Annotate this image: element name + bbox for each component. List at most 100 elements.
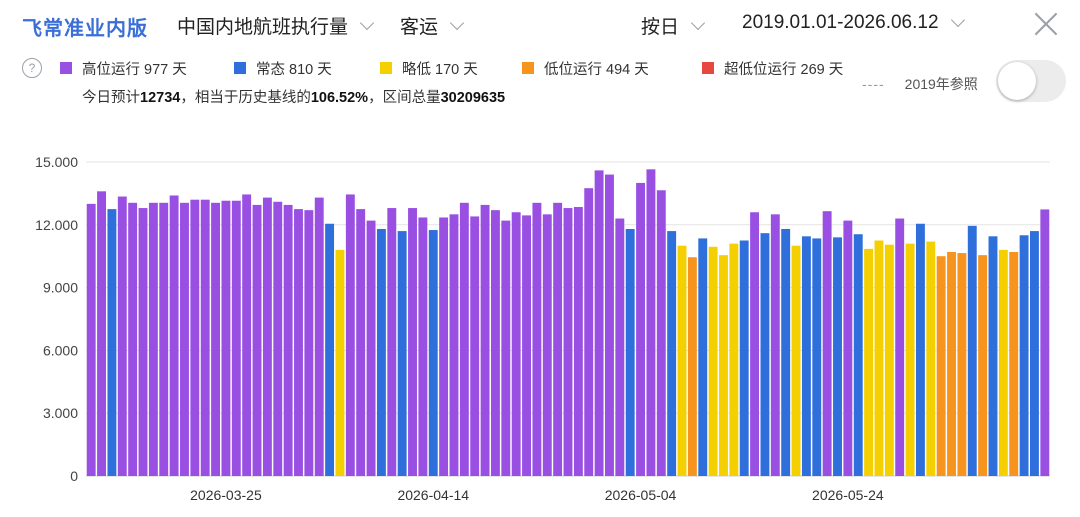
bar[interactable]: [636, 182, 646, 476]
reference-toggle[interactable]: [996, 60, 1066, 102]
bar[interactable]: [615, 218, 625, 476]
bar[interactable]: [864, 248, 874, 476]
bar[interactable]: [947, 252, 956, 476]
bar[interactable]: [915, 223, 925, 476]
legend-item-low[interactable]: 低位运行 494 天: [522, 58, 649, 78]
bar[interactable]: [294, 209, 303, 476]
bar[interactable]: [1019, 235, 1029, 476]
date-range-dropdown[interactable]: 2019.01.01-2026.06.12: [742, 12, 965, 34]
bar[interactable]: [884, 244, 894, 476]
bar[interactable]: [335, 249, 345, 476]
bar[interactable]: [988, 236, 998, 476]
legend-item-slight-low[interactable]: 略低 170 天: [380, 58, 478, 78]
bar[interactable]: [128, 202, 138, 476]
bar[interactable]: [86, 203, 96, 476]
bar[interactable]: [677, 245, 687, 476]
bar[interactable]: [190, 199, 200, 476]
bar[interactable]: [843, 220, 853, 476]
bar[interactable]: [822, 211, 832, 476]
bar[interactable]: [625, 228, 635, 476]
bar[interactable]: [605, 174, 614, 476]
legend-item-high[interactable]: 高位运行 977 天: [60, 58, 187, 78]
bar[interactable]: [553, 202, 563, 476]
bar[interactable]: [573, 207, 583, 476]
bar[interactable]: [501, 220, 511, 476]
bar[interactable]: [97, 191, 106, 476]
bar[interactable]: [532, 202, 542, 476]
bar[interactable]: [356, 209, 366, 476]
bar[interactable]: [750, 212, 760, 477]
bar[interactable]: [200, 199, 210, 476]
help-icon[interactable]: ?: [22, 58, 42, 78]
bar[interactable]: [936, 256, 946, 476]
bar[interactable]: [439, 217, 449, 476]
bar[interactable]: [480, 204, 490, 476]
bar[interactable]: [490, 210, 500, 476]
bar[interactable]: [314, 197, 324, 476]
bar[interactable]: [978, 255, 988, 476]
bar[interactable]: [397, 231, 407, 476]
metric-dropdown[interactable]: 中国内地航班执行量: [177, 12, 375, 39]
bar[interactable]: [262, 197, 272, 476]
bar[interactable]: [117, 196, 127, 477]
bar[interactable]: [874, 240, 884, 477]
bar[interactable]: [667, 231, 677, 476]
bar[interactable]: [542, 214, 552, 476]
bar[interactable]: [221, 200, 231, 477]
bar[interactable]: [345, 194, 355, 476]
bar[interactable]: [107, 209, 117, 476]
bar[interactable]: [428, 230, 438, 476]
bar[interactable]: [387, 208, 397, 477]
bar[interactable]: [470, 216, 480, 476]
bar[interactable]: [1009, 252, 1019, 476]
bar[interactable]: [522, 215, 531, 476]
bar[interactable]: [687, 257, 697, 476]
bar[interactable]: [781, 228, 791, 476]
bar[interactable]: [1040, 209, 1050, 476]
bar[interactable]: [729, 243, 739, 476]
bar[interactable]: [366, 220, 376, 476]
bar[interactable]: [148, 202, 158, 476]
bar[interactable]: [646, 169, 656, 476]
bar[interactable]: [252, 204, 262, 476]
bar[interactable]: [283, 204, 293, 476]
bar[interactable]: [449, 214, 459, 476]
bar[interactable]: [408, 208, 417, 477]
bar[interactable]: [304, 210, 314, 476]
bar[interactable]: [853, 234, 863, 476]
bar[interactable]: [584, 188, 594, 477]
bar[interactable]: [169, 195, 179, 477]
bar[interactable]: [770, 214, 780, 476]
bar[interactable]: [159, 202, 169, 476]
bar[interactable]: [791, 245, 801, 476]
bar[interactable]: [719, 255, 728, 476]
bar[interactable]: [760, 233, 770, 476]
bar[interactable]: [418, 217, 428, 476]
granularity-dropdown[interactable]: 按日: [641, 12, 706, 39]
bar[interactable]: [138, 208, 148, 477]
bar[interactable]: [594, 170, 604, 476]
bar[interactable]: [273, 201, 283, 476]
bar[interactable]: [231, 200, 241, 477]
bar[interactable]: [957, 253, 967, 476]
bar[interactable]: [739, 240, 749, 477]
bar[interactable]: [905, 243, 915, 476]
bar[interactable]: [1029, 231, 1039, 476]
type-dropdown[interactable]: 客运: [400, 12, 465, 39]
bar[interactable]: [656, 190, 666, 476]
bar[interactable]: [459, 202, 469, 476]
bar[interactable]: [895, 218, 905, 476]
bar[interactable]: [376, 228, 386, 476]
legend-item-ultra-low[interactable]: 超低位运行 269 天: [702, 58, 843, 78]
bar[interactable]: [242, 194, 252, 476]
bar[interactable]: [926, 241, 936, 476]
bar[interactable]: [511, 212, 521, 477]
bar[interactable]: [812, 238, 822, 476]
legend-item-normal[interactable]: 常态 810 天: [234, 58, 332, 78]
bar[interactable]: [708, 246, 718, 476]
bar[interactable]: [563, 208, 573, 477]
bar[interactable]: [211, 202, 221, 476]
bar[interactable]: [967, 225, 977, 476]
bar[interactable]: [833, 237, 842, 476]
bar[interactable]: [998, 249, 1008, 476]
